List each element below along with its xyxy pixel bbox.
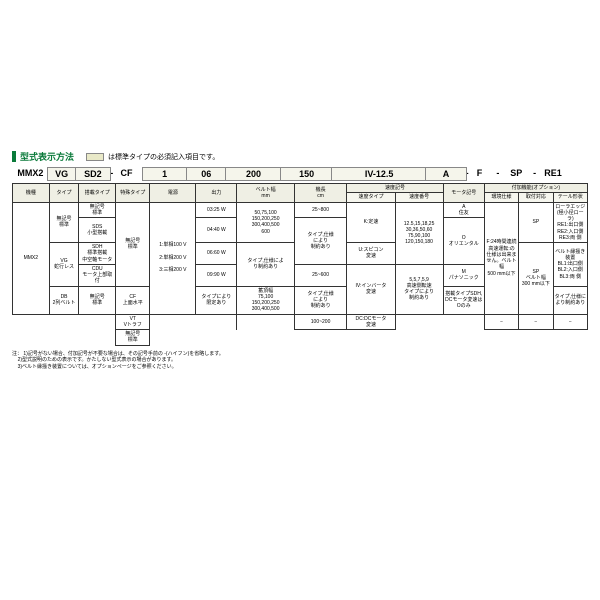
cell: DB2列ベルト — [49, 286, 79, 314]
cell: タイプ,仕様により制約あり — [553, 286, 587, 314]
note-3: 3)ベルト縁掻き装置については、オプションページをご参照ください。 — [18, 364, 177, 370]
cell: 搭載タイプSDH,DCモータ変速はOのみ — [443, 286, 484, 314]
code-segment: A — [425, 167, 466, 181]
cell: MMX2 — [13, 202, 50, 314]
cell: Oオリエンタル — [443, 218, 484, 265]
cell: A住友 — [443, 202, 484, 218]
table-subheader: 環境仕様 — [484, 193, 518, 202]
cell: − — [553, 314, 587, 330]
cell: − — [519, 314, 553, 330]
cell: DC:DCモータ変速 — [347, 314, 395, 330]
cell: 1:単相100 V2:単相200 V3:三相200 V — [150, 202, 196, 314]
cell: CF上面水平 — [116, 286, 150, 314]
code-segment: VG — [47, 167, 77, 181]
table-subheader: 取付対応 — [519, 193, 553, 202]
table-header: 特殊タイプ — [116, 184, 150, 203]
code-value: 1 — [142, 167, 188, 181]
cell: タイプ,仕様により制約あり — [294, 218, 347, 265]
code-segment: SD2 — [75, 167, 112, 181]
cell: ベルト縁掻き装置BL1:出口側BL2:入口側BL3:両 側 — [553, 243, 587, 287]
model-code-row: MMX2-VG-SD2-CF-1-06-200-150-IV-12.5-A-F-… — [12, 167, 588, 181]
code-segment: F-SP-RE1 — [465, 167, 568, 181]
code-segment: 150 — [280, 167, 333, 181]
notes: 注： 1)記号がない場合、付加記号が不要な場合は、その記号手前の -(ハイフン)… — [12, 351, 588, 371]
table-header: タイプ — [49, 184, 79, 203]
code-value: RE1 — [538, 167, 568, 181]
cell: 50,75,100150,200,250300,400,500600 — [237, 202, 294, 243]
code-value: 200 — [225, 167, 282, 181]
cell: 5,5,7,5,9高速側転速タイプにより制約あり — [395, 264, 443, 314]
cell: 無記号標準 — [49, 202, 79, 243]
cell: 09:90 W — [196, 264, 237, 286]
cell: タイプ,仕様により制約あり — [294, 286, 347, 314]
code-value: A — [425, 167, 466, 181]
cell: 04:40 W — [196, 218, 237, 243]
code-value: 150 — [280, 167, 333, 181]
cell: 25~600 — [294, 264, 347, 286]
cell: 25~800 — [294, 202, 347, 218]
table-header: 電源 — [150, 184, 196, 203]
cell: SP — [519, 202, 553, 243]
note-1: 1)記号がない場合、付加記号が不要な場合は、その記号手前の -(ハイフン)を省略… — [23, 351, 223, 357]
cell: IV:インバータ変速 — [347, 264, 395, 314]
code-segment: IV-12.5 — [331, 167, 427, 181]
cell: CDUモータ上部取付 — [79, 264, 116, 286]
code-segment: 1 — [142, 167, 188, 181]
cell: Mパナソニック — [443, 264, 484, 286]
code-value: CF — [109, 167, 143, 179]
cell: SPベルト幅300 mm以下 — [519, 243, 553, 315]
code-value: MMX2 — [12, 167, 49, 179]
cell: SDS小型搭載 — [79, 218, 116, 243]
cell: 03:25 W — [196, 202, 237, 218]
code-segment: 06 — [186, 167, 227, 181]
heading-text: 型式表示方法 — [20, 150, 74, 163]
cell: タイプにより限定あり — [196, 286, 237, 314]
notes-label: 注： — [12, 351, 22, 357]
code-value: VG — [47, 167, 77, 181]
code-segment: 200 — [225, 167, 282, 181]
cell: K:定速 — [347, 202, 395, 243]
cell: 無記号標準 — [79, 286, 116, 314]
table-subheader: 速度番号 — [395, 193, 443, 202]
legend-swatch — [86, 153, 104, 161]
cell: 無記号標準 — [79, 202, 116, 218]
cell: 06:60 W — [196, 243, 237, 265]
cell: U:スピコン変速 — [347, 243, 395, 265]
table-subheader: テール形状 — [553, 193, 587, 202]
heading-bar — [12, 151, 16, 162]
code-segment: CF — [109, 167, 143, 181]
table-header: 搭載タイプ — [79, 184, 116, 203]
cell: 蓄頂幅75,100150,200,250300,400,500 — [237, 286, 294, 314]
cell: 100~200 — [294, 314, 347, 330]
table-header: 機長cm — [294, 184, 347, 203]
cell: VTVトラフ — [116, 314, 150, 330]
cell: SDH標準搭載中空軸モータ — [79, 243, 116, 265]
table-header: 速度記号 — [347, 184, 443, 193]
code-value: SD2 — [75, 167, 112, 181]
legend-text: は標準タイプの必須記入項目です。 — [108, 152, 219, 162]
cell: 12.5,15,18,2530,36,50,6075,90,100120,150… — [395, 202, 443, 264]
cell: 無記号標準 — [116, 330, 150, 346]
table-header: ベルト幅mm — [237, 184, 294, 203]
cell: 無記号標準 — [116, 202, 150, 286]
code-value: SP — [501, 167, 531, 181]
cell: VG蛇行レス — [49, 243, 79, 287]
table-header: モータ記号 — [443, 184, 484, 203]
code-segment: MMX2 — [12, 167, 49, 181]
table-header: 付加機能(オプション) — [484, 184, 587, 193]
cell: F:24時間連続高速運転:の仕様は出来ません。ベルト幅500 mm以下 — [484, 202, 518, 314]
code-value: IV-12.5 — [331, 167, 427, 181]
table-header: 出力 — [196, 184, 237, 203]
table-header: 機種 — [13, 184, 50, 203]
note-2: 2)型式説明のための表示です。かたしない型式表示の場合があります。 — [18, 357, 176, 363]
heading-row: 型式表示方法 は標準タイプの必須記入項目です。 — [12, 150, 588, 163]
cell: タイプ,仕様により制約あり — [237, 243, 294, 287]
cell: ローラエッジ(極小径ローラ)RE1:出口側RE2:入口側RE3:両 側 — [553, 202, 587, 243]
spec-table: 機種タイプ搭載タイプ特殊タイプ電源出力ベルト幅mm機長cm速度記号モータ記号付加… — [12, 183, 588, 346]
cell: − — [484, 314, 518, 330]
table-subheader: 速度タイプ — [347, 193, 395, 202]
code-value: 06 — [186, 167, 227, 181]
code-value: F — [465, 167, 495, 181]
